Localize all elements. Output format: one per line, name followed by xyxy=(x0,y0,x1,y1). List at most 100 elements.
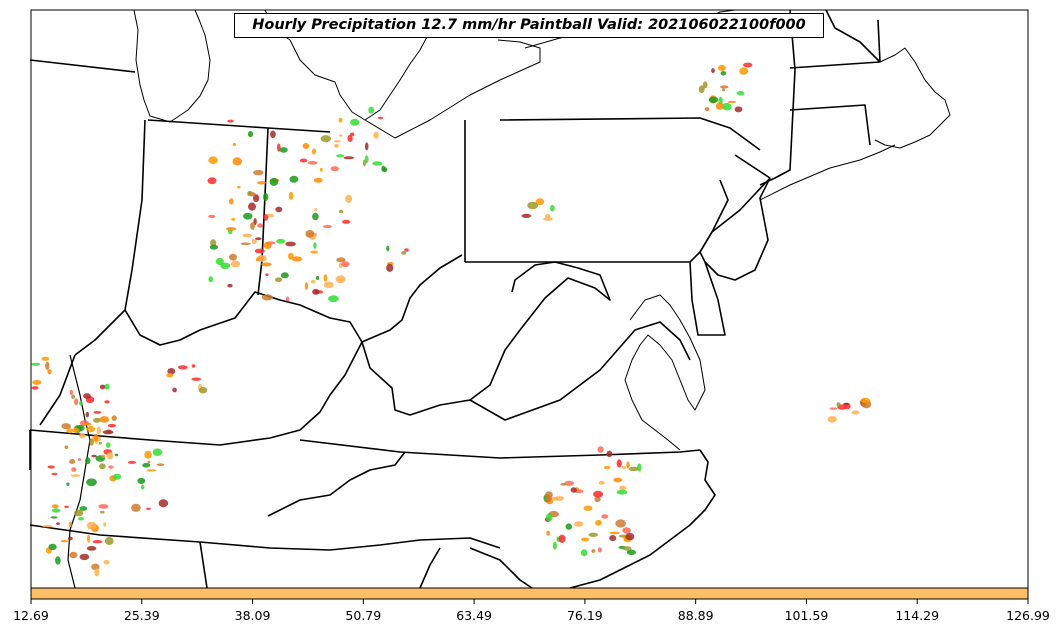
paintball-blob xyxy=(86,425,95,433)
kentucky-outline xyxy=(29,341,363,446)
paintball-blob xyxy=(166,373,174,378)
paintball-blob xyxy=(333,140,341,143)
paintball-blob xyxy=(313,177,323,183)
paintball-blob xyxy=(386,245,390,252)
paintball-blob xyxy=(55,556,61,565)
paintball-blob xyxy=(265,273,269,276)
paintball-blob xyxy=(71,467,77,472)
paintball-blob xyxy=(198,387,208,394)
michigan-indiana-line xyxy=(29,59,331,133)
paintball-blob xyxy=(323,274,328,282)
paintball-blob xyxy=(315,276,320,280)
paintball-blob xyxy=(404,248,409,252)
long-island xyxy=(759,144,896,201)
paintball-blob xyxy=(99,384,106,390)
paintball-blob xyxy=(580,549,588,557)
paintball-blob xyxy=(829,407,838,410)
paintball-blob xyxy=(51,508,61,513)
tennessee-nc-line xyxy=(29,524,501,551)
paintball-blob xyxy=(601,514,609,519)
paintball-blob xyxy=(167,368,176,375)
colorbar-tick-label: 126.99 xyxy=(1006,608,1050,623)
paintball-blob xyxy=(86,478,97,487)
paintball-blob xyxy=(71,394,76,399)
paintball-blob xyxy=(594,496,601,503)
paintball-blob xyxy=(47,465,55,469)
paintball-blob xyxy=(70,474,81,477)
paintball-blob xyxy=(177,365,188,370)
paintball-blob xyxy=(372,161,383,166)
paintball-blob xyxy=(142,463,151,468)
paintball-blob xyxy=(270,130,276,139)
paintball-blob xyxy=(330,166,339,172)
paintball-blob xyxy=(146,507,151,510)
new-jersey-outline xyxy=(699,154,771,281)
michigan-lower-peninsula-outline xyxy=(133,9,211,123)
paintball-blob xyxy=(99,463,106,470)
paintball-blob xyxy=(98,504,109,509)
paintball-blob xyxy=(609,535,617,542)
paintball-blob xyxy=(727,100,737,104)
paintball-blob xyxy=(112,473,122,480)
paintball-blob xyxy=(285,241,296,247)
paintball-blob xyxy=(68,521,72,528)
paintball-blob xyxy=(106,442,111,448)
paintball-blob xyxy=(827,416,837,423)
paintball-blob xyxy=(106,451,114,460)
lake-erie-shore xyxy=(364,39,541,139)
paintball-blob xyxy=(41,356,50,361)
paintball-blob xyxy=(42,525,53,528)
paintball-blob xyxy=(140,484,145,490)
paintball-blob xyxy=(98,441,102,445)
paintball-blob xyxy=(544,495,552,502)
newyork-east xyxy=(759,9,796,186)
paintball-blob xyxy=(91,454,97,458)
paintball-blob xyxy=(622,527,631,534)
paintball-blob xyxy=(86,546,97,551)
paintball-blob xyxy=(560,483,567,486)
paintball-blob xyxy=(60,539,68,543)
paintball-blob xyxy=(232,143,237,146)
map-title: Hourly Precipitation 12.7 mm/hr Paintbal… xyxy=(234,13,824,38)
paintball-blob xyxy=(243,212,253,220)
paintball-blob xyxy=(574,521,584,527)
paintball-blob xyxy=(704,107,710,112)
paintball-blob xyxy=(93,417,101,423)
paintball-blob xyxy=(302,143,310,149)
paintball-blob xyxy=(87,534,91,543)
paintball-blob xyxy=(257,181,266,185)
paintball-blob xyxy=(127,460,137,464)
paintball-blob xyxy=(64,505,69,508)
paintball-blob xyxy=(66,428,73,434)
delaware-maryland-line xyxy=(689,261,726,336)
paintball-blob xyxy=(86,521,97,530)
state-boundaries xyxy=(29,9,951,589)
paintball-blob xyxy=(31,386,39,390)
paintball-blob xyxy=(89,438,94,446)
paintball-blob xyxy=(275,206,283,213)
paintball-blob xyxy=(289,175,299,183)
paintball-blob xyxy=(736,91,745,96)
paintball-blob xyxy=(104,400,110,404)
mississippi-river xyxy=(67,354,91,589)
paintball-blob xyxy=(711,68,715,74)
paintball-blob xyxy=(92,540,103,544)
ohio-river xyxy=(124,254,463,346)
paintball-blob xyxy=(229,253,237,261)
paintball-blob xyxy=(147,460,151,464)
paintball-blob xyxy=(61,423,71,430)
paintball-blob xyxy=(341,261,350,268)
paintball-blob xyxy=(107,423,116,428)
paintball-blob xyxy=(527,201,539,210)
paintball-blob xyxy=(583,505,593,511)
paintball-blob xyxy=(67,536,73,541)
paintball-blob xyxy=(570,487,577,493)
paintball-blob xyxy=(250,222,255,230)
colorbar-tick-label: 88.89 xyxy=(677,608,714,623)
paintball-blob xyxy=(32,379,42,385)
paintball-blob xyxy=(521,213,532,218)
colorbar-tick-label: 114.29 xyxy=(895,608,940,623)
paintball-blob xyxy=(225,227,237,231)
paintball-blob xyxy=(285,296,290,302)
paintball-blob xyxy=(255,237,262,241)
